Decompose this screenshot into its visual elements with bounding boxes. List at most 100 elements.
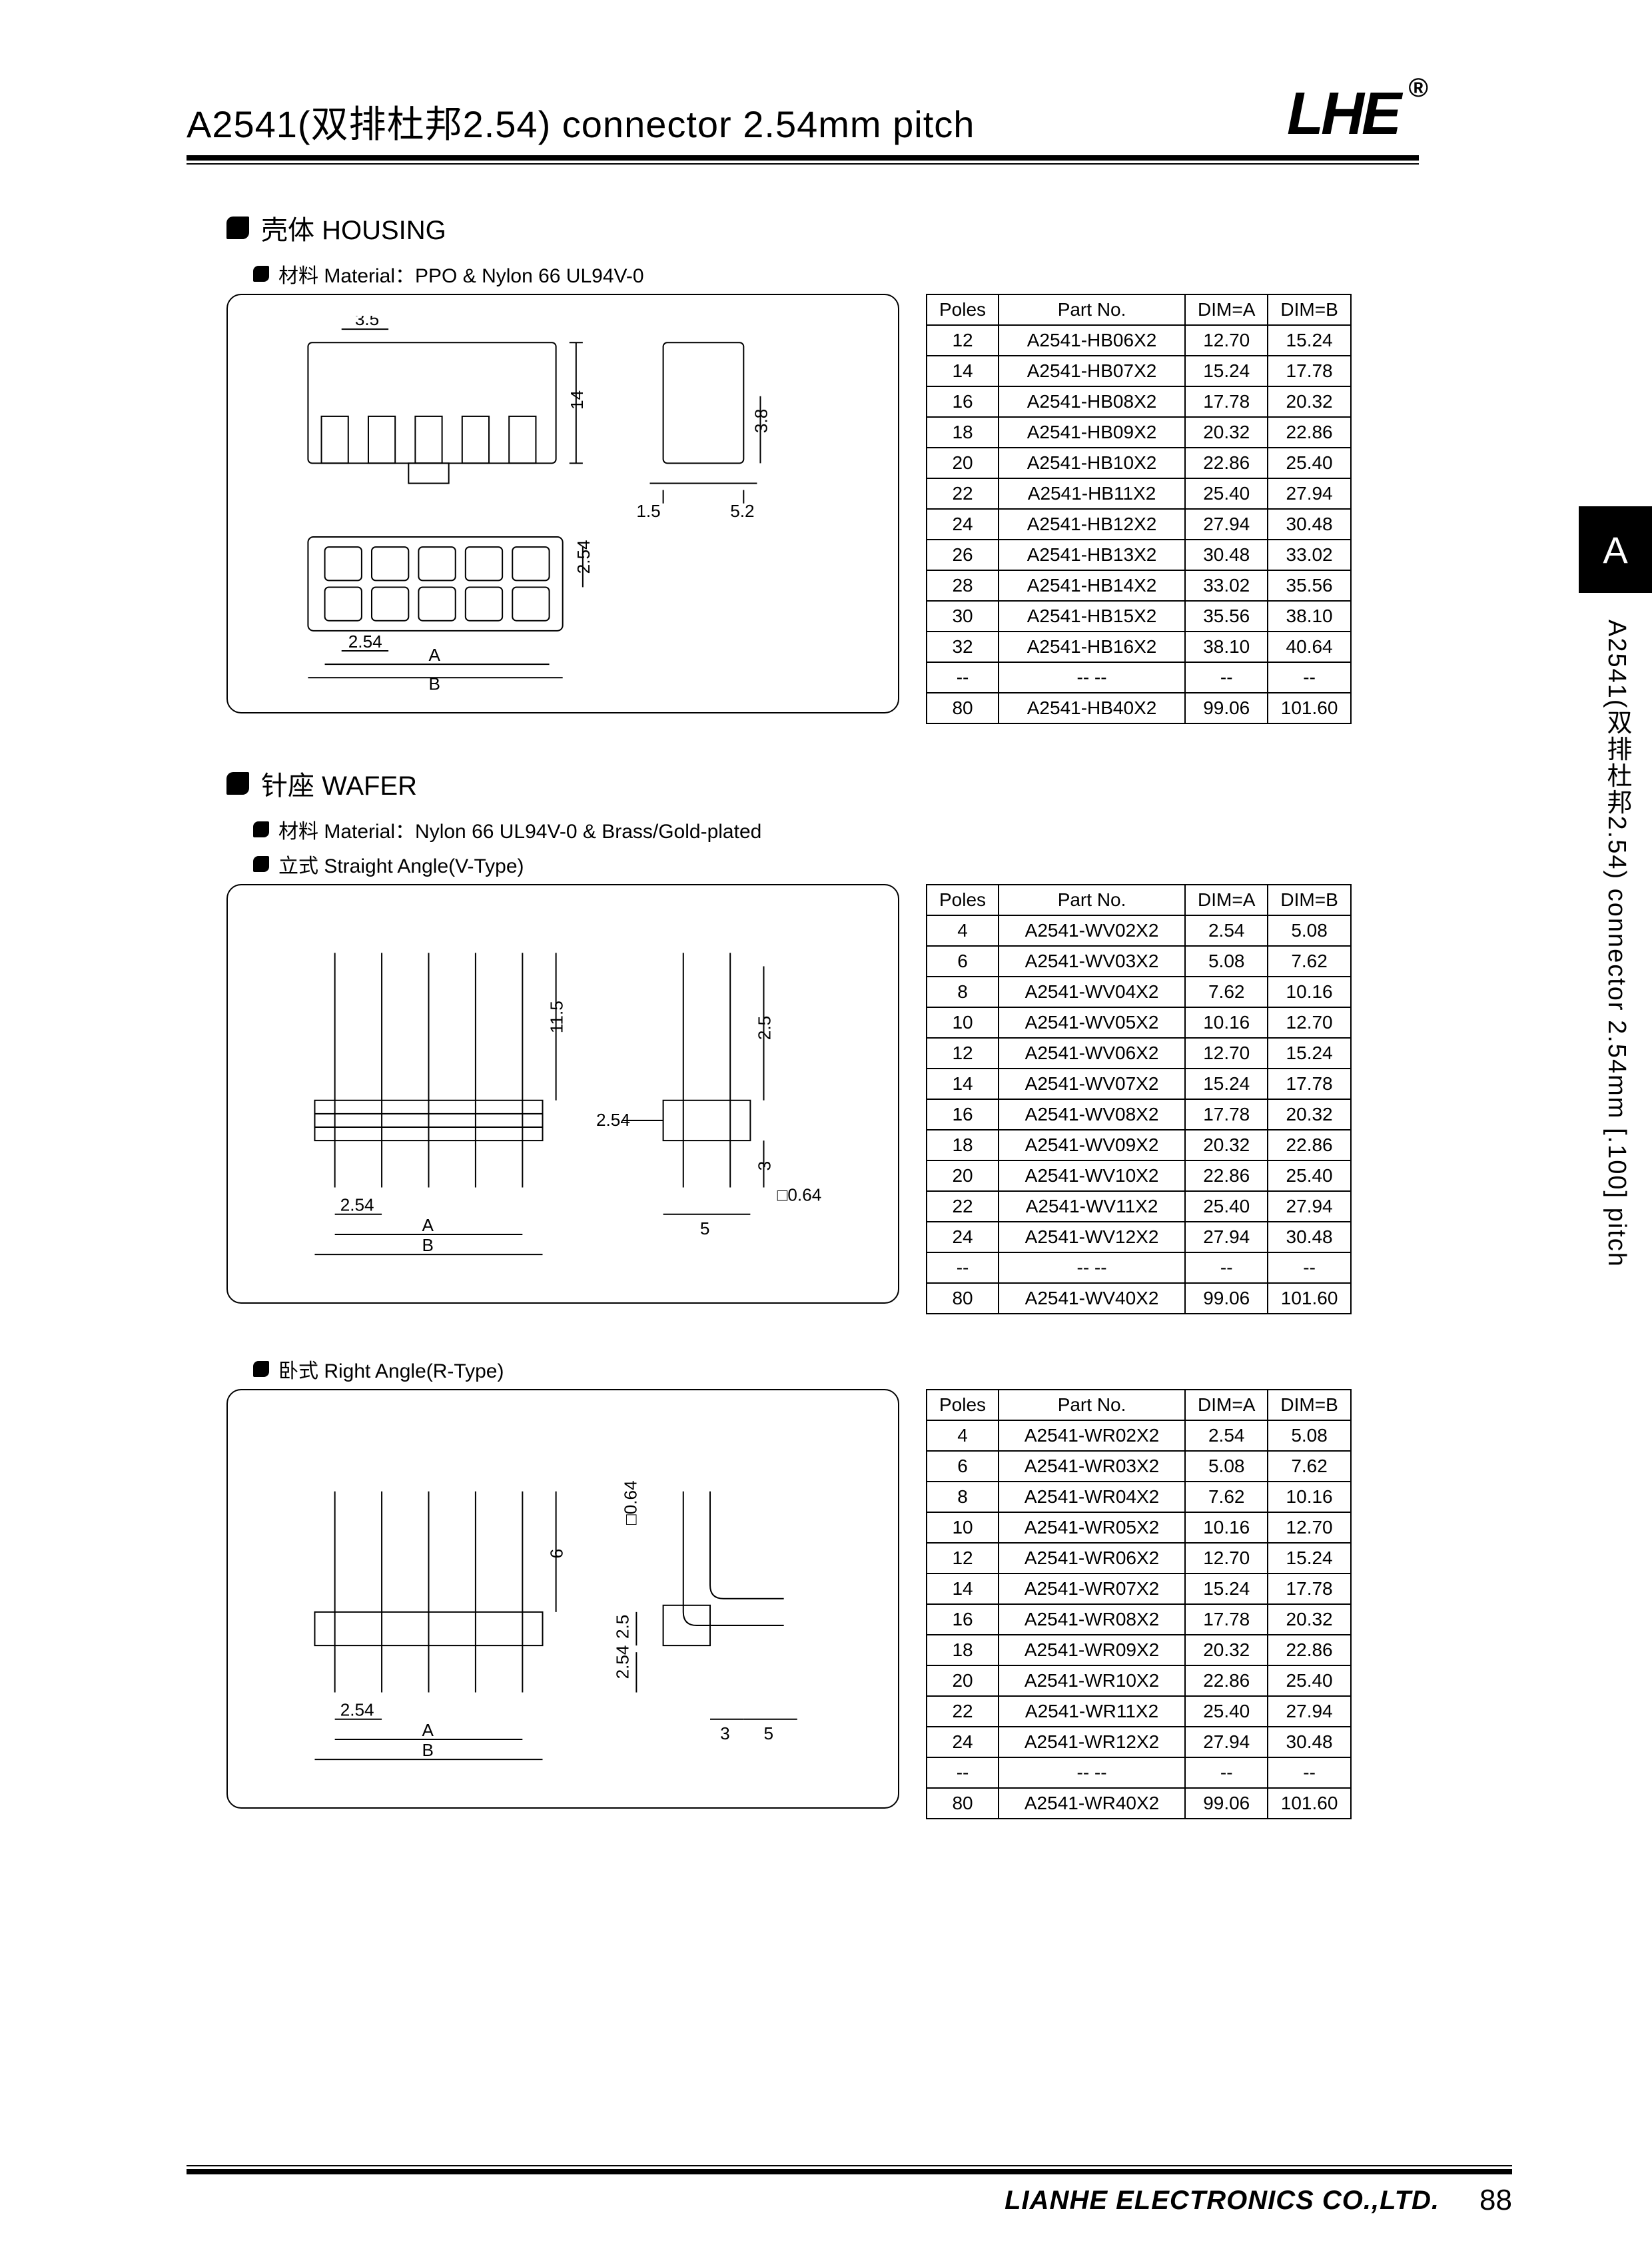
table-cell: 16 <box>927 1604 999 1635</box>
table-cell: 27.94 <box>1268 1191 1350 1222</box>
housing-drawing: 14 3.5 1.5 5.2 3.8 <box>226 294 899 713</box>
table-cell: 20.32 <box>1185 1130 1268 1160</box>
table-cell: 5.08 <box>1268 915 1350 946</box>
table-cell: 24 <box>927 509 999 540</box>
wafer-table: Poles Part No. DIM=A DIM=B 4A2541-WV02X2… <box>926 884 1352 1314</box>
table-cell: 20 <box>927 1160 999 1191</box>
table-row: 8A2541-WV04X27.6210.16 <box>927 977 1351 1007</box>
table-cell: 6 <box>927 946 999 977</box>
table-row: 20A2541-WR10X222.8625.40 <box>927 1665 1351 1696</box>
page-title: A2541(双排杜邦2.54) connector 2.54mm pitch <box>187 95 975 149</box>
wafer-material-text: 材料 Material：Nylon 66 UL94V-0 & Brass/Gol… <box>278 815 761 844</box>
dim-text: A <box>422 1215 434 1235</box>
dim-text: 2.54 <box>613 1645 633 1679</box>
section-housing: 壳体 HOUSING 材料 Material：PPO & Nylon 66 UL… <box>226 209 1419 724</box>
table-cell: -- <box>1185 1757 1268 1788</box>
logo-text: LHE <box>1287 81 1399 147</box>
dim-text: □0.64 <box>777 1185 822 1205</box>
table-cell: 24 <box>927 1727 999 1757</box>
section-right: 卧式 Right Angle(R-Type) 6 2.54 A B <box>226 1354 1419 1819</box>
table-row: 80A2541-WV40X299.06101.60 <box>927 1283 1351 1314</box>
table-cell: -- -- <box>999 1252 1185 1283</box>
table-cell: A2541-WR09X2 <box>999 1635 1185 1665</box>
footer-company: LIANHE ELECTRONICS CO.,LTD. <box>1005 2186 1440 2216</box>
table-row: 12A2541-WV06X212.7015.24 <box>927 1038 1351 1069</box>
table-row: 14A2541-WV07X215.2417.78 <box>927 1069 1351 1099</box>
table-cell: A2541-HB16X2 <box>999 632 1185 662</box>
table-row: 80A2541-WR40X299.06101.60 <box>927 1788 1351 1819</box>
table-header-row: Poles Part No. DIM=A DIM=B <box>927 1390 1351 1420</box>
table-cell: 22 <box>927 1696 999 1727</box>
col-dimb: DIM=B <box>1268 1390 1350 1420</box>
table-cell: 8 <box>927 1482 999 1512</box>
table-cell: A2541-WR03X2 <box>999 1451 1185 1482</box>
table-cell: A2541-WV40X2 <box>999 1283 1185 1314</box>
table-cell: A2541-HB06X2 <box>999 325 1185 356</box>
table-row: 26A2541-HB13X230.4833.02 <box>927 540 1351 570</box>
table-cell: 8 <box>927 977 999 1007</box>
table-cell: 22.86 <box>1268 1130 1350 1160</box>
table-cell: 25.40 <box>1268 1665 1350 1696</box>
table-cell: -- -- <box>999 1757 1185 1788</box>
table-row: ---- ------ <box>927 1757 1351 1788</box>
table-cell: A2541-HB12X2 <box>999 509 1185 540</box>
table-cell: A2541-WR02X2 <box>999 1420 1185 1451</box>
table-cell: A2541-WR12X2 <box>999 1727 1185 1757</box>
table-cell: 20 <box>927 1665 999 1696</box>
dim-text: 2.54 <box>340 1700 374 1720</box>
dim-text: 6 <box>547 1549 567 1559</box>
right-subtype: 卧式 Right Angle(R-Type) <box>253 1354 1419 1384</box>
table-cell: -- <box>1185 662 1268 693</box>
table-cell: 12.70 <box>1268 1007 1350 1038</box>
table-cell: 20.32 <box>1268 1099 1350 1130</box>
table-cell: 30 <box>927 601 999 632</box>
dim-text: □0.64 <box>621 1481 641 1526</box>
table-cell: 2.54 <box>1185 915 1268 946</box>
table-cell: 7.62 <box>1185 1482 1268 1512</box>
housing-heading-text: 壳体 HOUSING <box>261 209 446 247</box>
table-cell: 33.02 <box>1185 570 1268 601</box>
col-dima: DIM=A <box>1185 294 1268 325</box>
bullet-icon <box>253 821 269 837</box>
table-row: 22A2541-WR11X225.4027.94 <box>927 1696 1351 1727</box>
table-cell: 15.24 <box>1268 1038 1350 1069</box>
table-cell: 17.78 <box>1185 1099 1268 1130</box>
table-cell: 27.94 <box>1268 478 1350 509</box>
footer-rule-thick <box>187 2169 1512 2174</box>
table-cell: 25.40 <box>1185 1696 1268 1727</box>
dim-text: 5 <box>700 1218 710 1238</box>
table-cell: 22.86 <box>1185 448 1268 478</box>
table-cell: 12 <box>927 1543 999 1573</box>
table-cell: -- -- <box>999 662 1185 693</box>
dim-text: B <box>429 674 440 691</box>
table-cell: 15.24 <box>1185 356 1268 386</box>
table-row: 16A2541-WR08X217.7820.32 <box>927 1604 1351 1635</box>
wafer-heading: 针座 WAFER <box>226 764 1419 803</box>
wafer-subtype: 立式 Straight Angle(V-Type) <box>253 849 1419 879</box>
col-dima: DIM=A <box>1185 885 1268 915</box>
table-row: 16A2541-WV08X217.7820.32 <box>927 1099 1351 1130</box>
table-cell: A2541-WR11X2 <box>999 1696 1185 1727</box>
table-row: 14A2541-HB07X215.2417.78 <box>927 356 1351 386</box>
table-cell: 30.48 <box>1268 1727 1350 1757</box>
table-cell: 18 <box>927 417 999 448</box>
table-cell: 20.32 <box>1268 386 1350 417</box>
header-rule-thick <box>187 155 1419 161</box>
table-cell: 35.56 <box>1268 570 1350 601</box>
table-cell: A2541-HB14X2 <box>999 570 1185 601</box>
table-row: 6A2541-WR03X25.087.62 <box>927 1451 1351 1482</box>
dim-text: 2.54 <box>348 632 382 652</box>
table-cell: 38.10 <box>1185 632 1268 662</box>
table-cell: 101.60 <box>1268 1788 1350 1819</box>
table-cell: A2541-WV02X2 <box>999 915 1185 946</box>
table-cell: 4 <box>927 915 999 946</box>
table-cell: 22.86 <box>1185 1665 1268 1696</box>
wafer-heading-text: 针座 WAFER <box>261 764 417 803</box>
table-row: 80A2541-HB40X299.06101.60 <box>927 693 1351 723</box>
col-dima: DIM=A <box>1185 1390 1268 1420</box>
dim-text: 14 <box>567 390 587 410</box>
table-cell: 99.06 <box>1185 1283 1268 1314</box>
table-row: 4A2541-WV02X22.545.08 <box>927 915 1351 946</box>
table-cell: A2541-HB13X2 <box>999 540 1185 570</box>
table-cell: A2541-HB08X2 <box>999 386 1185 417</box>
